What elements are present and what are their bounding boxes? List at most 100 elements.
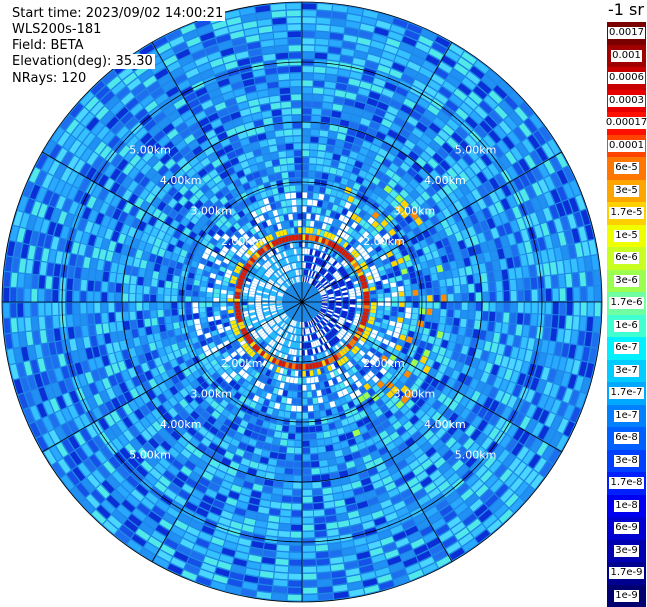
range-gate bbox=[367, 444, 378, 453]
range-gate bbox=[337, 463, 347, 471]
range-gate bbox=[201, 454, 212, 464]
range-gate bbox=[55, 426, 67, 441]
range-gate bbox=[506, 166, 518, 180]
range-gate bbox=[129, 293, 136, 302]
range-gate bbox=[185, 415, 195, 426]
range-gate bbox=[384, 112, 396, 122]
range-gate bbox=[392, 331, 400, 339]
range-gate bbox=[310, 270, 314, 277]
range-gate bbox=[345, 353, 352, 360]
range-gate bbox=[302, 108, 312, 115]
range-gate bbox=[353, 487, 364, 496]
range-gate bbox=[201, 562, 216, 573]
range-gate bbox=[489, 499, 504, 513]
range-gate bbox=[322, 166, 331, 173]
range-gate bbox=[495, 403, 506, 416]
range-gate bbox=[519, 465, 533, 481]
range-gate bbox=[389, 68, 403, 79]
range-gate bbox=[365, 362, 374, 370]
range-gate bbox=[447, 204, 458, 215]
range-gate bbox=[494, 105, 508, 120]
range-gate bbox=[367, 467, 378, 476]
range-gate bbox=[163, 452, 175, 464]
range-gate bbox=[487, 321, 495, 332]
range-gate bbox=[461, 302, 468, 310]
range-gate bbox=[208, 341, 216, 349]
range-gate bbox=[424, 274, 431, 282]
range-gate bbox=[402, 323, 410, 330]
range-gate bbox=[384, 135, 395, 145]
range-gate bbox=[364, 104, 376, 114]
range-gate bbox=[319, 310, 326, 314]
range-gate bbox=[411, 162, 422, 173]
range-gate bbox=[306, 342, 310, 349]
range-gate bbox=[273, 166, 281, 173]
range-gate bbox=[536, 379, 547, 393]
range-gate bbox=[346, 316, 353, 321]
range-gate bbox=[316, 158, 325, 165]
range-gate bbox=[310, 263, 315, 270]
range-gate bbox=[10, 303, 17, 318]
colorbar-tick-label: 3e-5 bbox=[614, 184, 639, 197]
range-gate bbox=[333, 492, 344, 500]
range-gate bbox=[420, 179, 430, 190]
range-gate bbox=[510, 370, 520, 384]
range-gate bbox=[501, 269, 509, 281]
range-gate bbox=[296, 419, 302, 426]
range-gate bbox=[138, 327, 146, 337]
range-gate bbox=[308, 171, 316, 178]
range-gate bbox=[349, 293, 356, 297]
range-gate bbox=[235, 315, 243, 320]
range-gate bbox=[327, 240, 333, 247]
range-gate bbox=[398, 352, 406, 360]
range-gate bbox=[371, 375, 380, 384]
range-gate bbox=[167, 352, 176, 361]
range-gate bbox=[268, 515, 280, 523]
range-gate bbox=[443, 408, 453, 419]
range-gate bbox=[489, 177, 500, 190]
range-gate bbox=[319, 215, 325, 222]
range-gate bbox=[302, 468, 312, 475]
range-gate bbox=[55, 410, 66, 425]
range-gate bbox=[230, 422, 239, 431]
range-gate bbox=[385, 204, 394, 214]
range-gate bbox=[216, 323, 224, 330]
range-gate bbox=[519, 415, 531, 430]
range-gate bbox=[236, 544, 250, 553]
range-gate bbox=[229, 461, 240, 470]
range-gate bbox=[290, 73, 302, 80]
range-gate bbox=[327, 202, 334, 210]
range-gate bbox=[115, 530, 130, 544]
colorbar-tick-label: 1.7e-5 bbox=[609, 207, 644, 220]
range-gate bbox=[335, 295, 342, 299]
range-gate bbox=[580, 209, 591, 225]
range-gate bbox=[346, 343, 353, 350]
range-gate bbox=[400, 104, 412, 115]
range-gate bbox=[101, 302, 108, 313]
range-gate bbox=[255, 304, 262, 307]
range-gate bbox=[373, 257, 381, 265]
range-gate bbox=[38, 289, 45, 302]
range-gate bbox=[379, 327, 387, 334]
range-gate bbox=[255, 388, 263, 396]
range-gate bbox=[23, 361, 33, 376]
colorbar-tick-label: 1.7e-7 bbox=[609, 387, 644, 400]
range-gate bbox=[294, 150, 302, 157]
range-gate bbox=[531, 182, 543, 197]
range-gate bbox=[210, 359, 218, 367]
range-gate bbox=[494, 322, 502, 333]
range-gate bbox=[272, 24, 287, 32]
range-gate bbox=[269, 306, 276, 309]
range-gate bbox=[472, 264, 480, 275]
range-gate bbox=[453, 175, 464, 187]
range-gate bbox=[288, 326, 293, 333]
range-gate bbox=[309, 320, 313, 326]
range-gate bbox=[209, 325, 217, 332]
range-gate bbox=[433, 439, 444, 451]
range-gate bbox=[395, 400, 405, 410]
range-gate bbox=[401, 36, 417, 47]
range-gate bbox=[214, 385, 224, 394]
range-gate bbox=[319, 410, 327, 418]
range-gate bbox=[115, 293, 122, 302]
range-gate bbox=[274, 381, 281, 388]
